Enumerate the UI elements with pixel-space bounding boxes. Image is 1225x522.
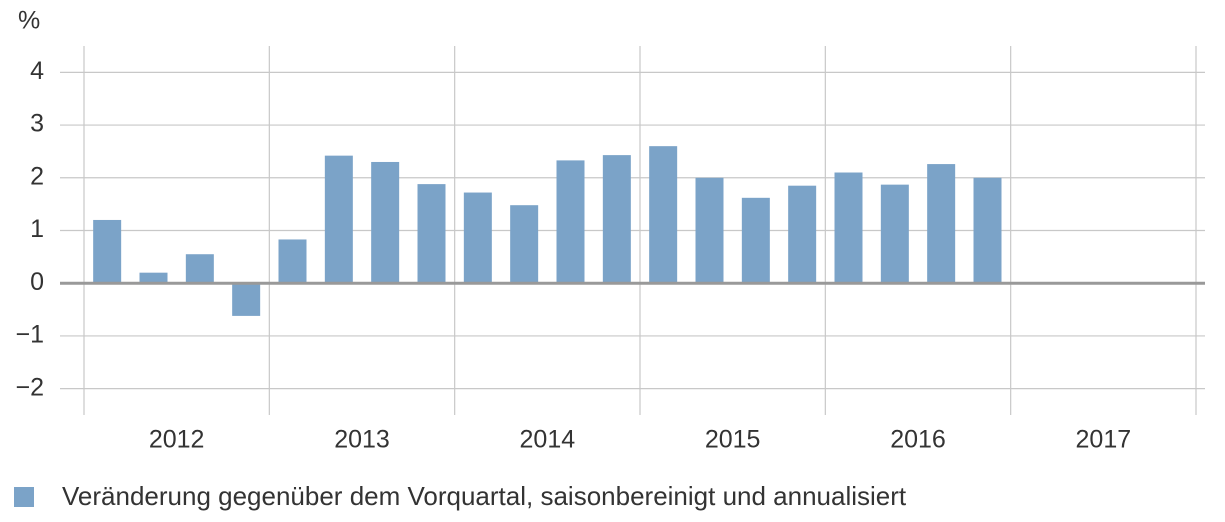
y-tick-label: 2 (30, 162, 44, 190)
legend-label: Veränderung gegenüber dem Vorquartal, sa… (62, 481, 907, 511)
bar (788, 185, 817, 284)
bar (463, 192, 492, 284)
x-tick-label: 2013 (334, 426, 390, 454)
y-tick-label: 3 (30, 110, 44, 138)
bar (139, 272, 168, 284)
y-tick-label: −1 (15, 321, 44, 349)
bar (93, 219, 122, 284)
bar (834, 172, 863, 284)
bar (232, 283, 261, 316)
y-tick-label: 0 (30, 268, 44, 296)
bar (602, 155, 631, 284)
bar (880, 184, 909, 284)
bar (324, 155, 353, 284)
bar (649, 146, 678, 284)
x-tick-label: 2014 (520, 426, 576, 454)
bar (556, 160, 585, 284)
x-tick-label: 2017 (1076, 426, 1132, 454)
bar (185, 254, 214, 284)
bar (741, 197, 770, 284)
bar (417, 184, 446, 284)
x-tick-label: 2012 (149, 426, 205, 454)
bar (973, 177, 1002, 284)
x-tick-label: 2015 (705, 426, 761, 454)
x-tick-label: 2016 (890, 426, 946, 454)
y-tick-label: −2 (15, 373, 44, 401)
bar (278, 239, 307, 284)
bar (927, 164, 956, 284)
legend-swatch (14, 487, 34, 507)
bar (510, 205, 539, 284)
y-tick-label: 4 (30, 57, 44, 85)
y-axis-label: % (18, 7, 40, 35)
y-tick-label: 1 (30, 215, 44, 243)
bar (371, 161, 400, 284)
bar (695, 177, 724, 284)
